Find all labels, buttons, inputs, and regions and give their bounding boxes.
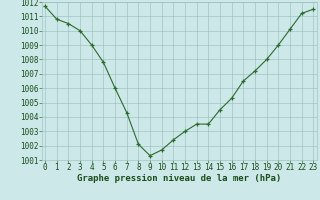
- X-axis label: Graphe pression niveau de la mer (hPa): Graphe pression niveau de la mer (hPa): [77, 174, 281, 183]
